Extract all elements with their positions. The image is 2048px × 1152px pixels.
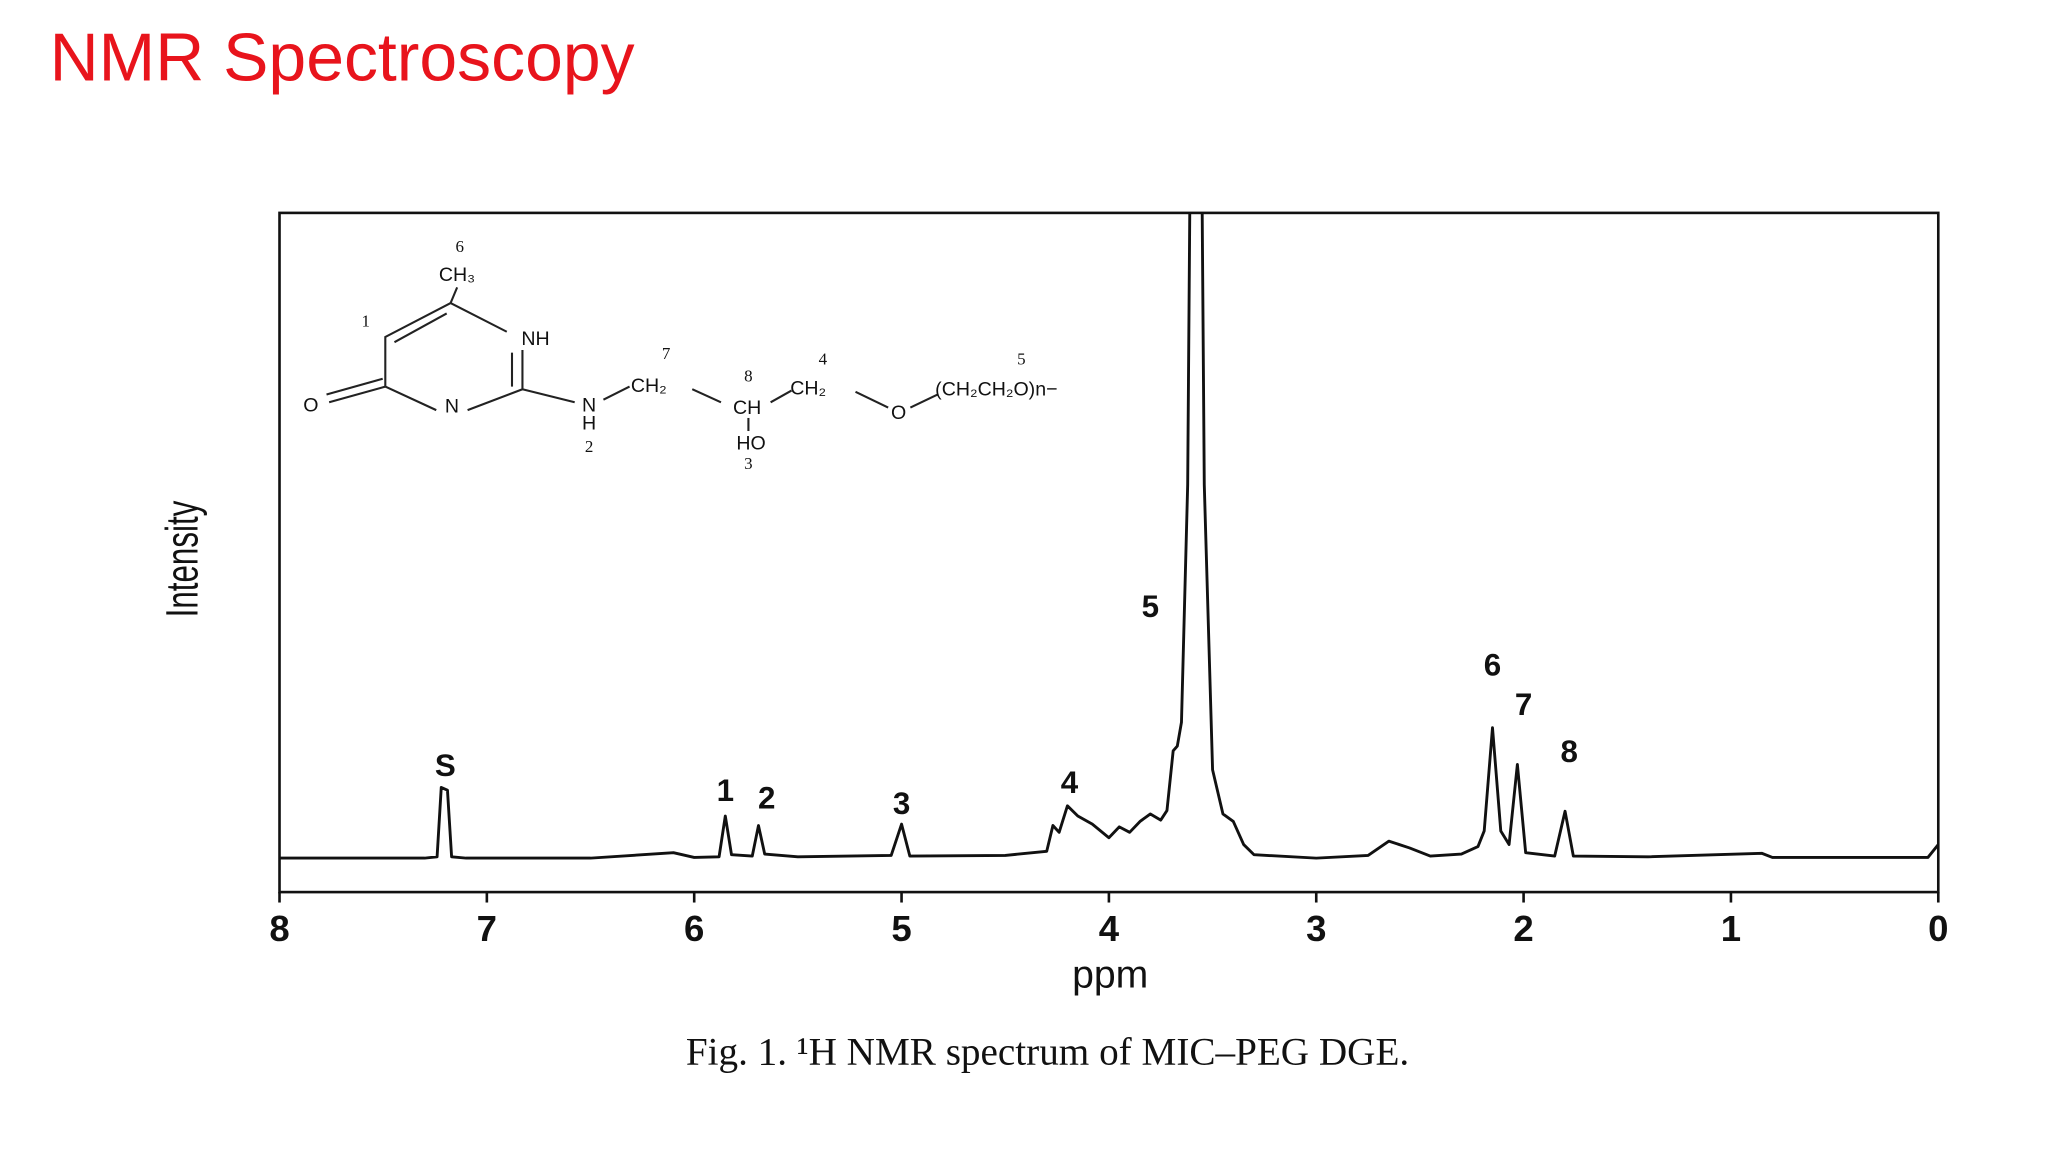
x-tick-label: 7 [477, 908, 497, 949]
x-tick-label: 6 [684, 908, 704, 949]
structure-label: HO [736, 432, 765, 454]
peak-label: 3 [893, 786, 910, 821]
x-tick-label: 2 [1513, 908, 1533, 949]
bond [602, 385, 631, 401]
plot-area [279, 212, 1939, 860]
x-axis-label: ppm [1072, 953, 1148, 996]
peak-label: 4 [1061, 765, 1079, 800]
peak-label: 8 [1560, 734, 1577, 769]
structure-label: O [891, 402, 906, 424]
structure-label: 6 [456, 237, 464, 256]
bond [770, 389, 793, 404]
peak-label: 7 [1515, 687, 1532, 722]
bond [467, 350, 524, 412]
bond [691, 388, 722, 404]
structure-label: N [582, 394, 596, 416]
structure-label: CH₃ [439, 264, 475, 286]
peak-label: 1 [717, 773, 734, 808]
bond [449, 286, 459, 304]
x-tick-label: 1 [1721, 908, 1741, 949]
structure-label: CH₂ [631, 375, 667, 397]
x-tick-label: 4 [1099, 908, 1120, 949]
x-tick-label: 5 [891, 908, 911, 949]
structure-label: NH [521, 328, 549, 350]
chemical-structure: 6 CH₃ 1 NH O N N H 2 7 CH₂ 8 CH HO 3 4 C… [303, 237, 1057, 473]
structure-label: 1 [361, 312, 369, 331]
peak-label: S [435, 748, 456, 783]
structure-label: 8 [744, 366, 752, 385]
bond [522, 388, 575, 404]
structure-label: H [582, 413, 596, 435]
structure-label: 7 [662, 344, 670, 363]
structure-label: 3 [744, 454, 752, 473]
bond [384, 301, 508, 387]
x-tick-label: 0 [1928, 908, 1948, 949]
x-tick-label: 8 [269, 908, 289, 949]
peak-label: 6 [1484, 648, 1501, 683]
bond [326, 377, 383, 396]
structure-label: CH [733, 397, 761, 419]
slide-title: NMR Spectroscopy [50, 21, 635, 96]
bond [855, 390, 889, 409]
plot-frame [278, 211, 1940, 894]
structure-label: N [445, 396, 459, 418]
structure-label: (CH₂CH₂O)n− [935, 379, 1057, 401]
figure-caption: Fig. 1. ¹H NMR spectrum of MIC–PEG DGE. [686, 1030, 1409, 1073]
y-axis-label: Intensity [158, 500, 208, 617]
structure-label: 4 [819, 349, 828, 368]
peak-label: 2 [758, 781, 775, 816]
bond [328, 385, 386, 404]
structure-label: 2 [585, 437, 593, 456]
peak-label: 5 [1142, 589, 1159, 624]
bond [384, 385, 437, 412]
structure-label: O [303, 394, 318, 416]
x-tick-label: 3 [1306, 908, 1326, 949]
structure-label: 5 [1017, 349, 1025, 368]
structure-label: CH₂ [790, 377, 826, 399]
bond [909, 393, 939, 409]
spectrum-line [279, 212, 1939, 860]
bond [393, 312, 448, 344]
